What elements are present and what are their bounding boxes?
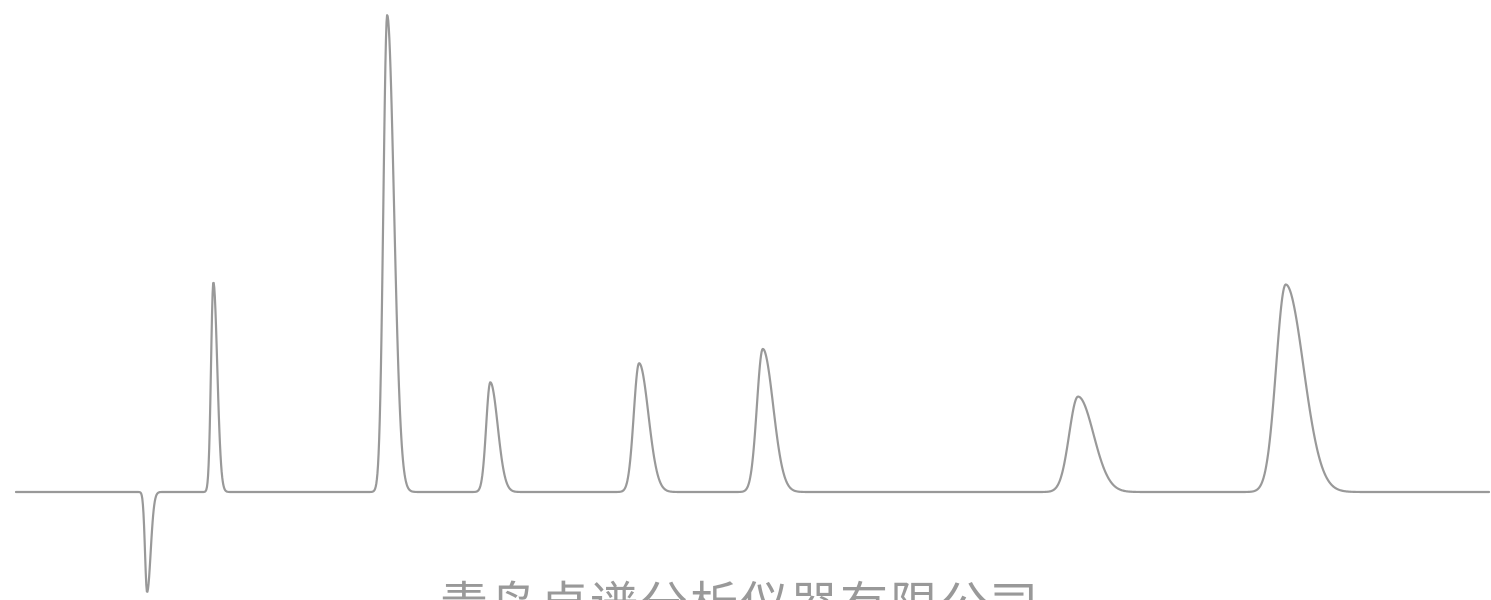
chromatogram-trace xyxy=(14,14,1491,593)
company-name-text: 青岛卓谱分析仪器有限公司 xyxy=(440,575,1080,600)
